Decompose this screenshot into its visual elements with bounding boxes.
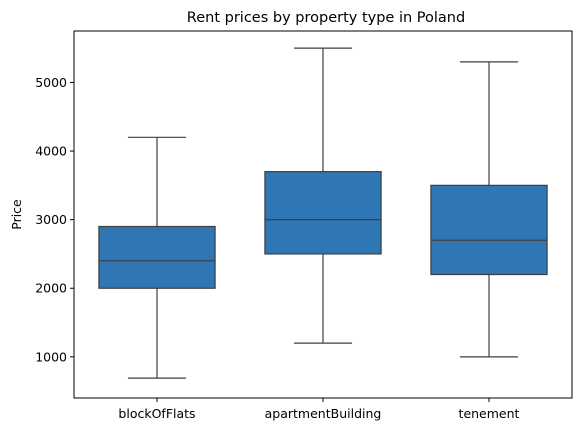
x-tick-label: blockOfFlats <box>118 406 195 421</box>
y-tick-label: 5000 <box>35 75 67 90</box>
y-axis: 1000 2000 3000 4000 5000 <box>35 75 74 364</box>
y-axis-label: Price <box>9 199 24 230</box>
iqr-box <box>264 171 382 255</box>
boxes-group <box>98 47 548 379</box>
iqr-box <box>430 184 548 276</box>
y-tick-label: 2000 <box>35 281 67 296</box>
y-tick-label: 1000 <box>35 349 67 364</box>
box-blockOfFlats <box>98 136 216 379</box>
y-tick-label: 4000 <box>35 144 67 159</box>
x-tick-label: apartmentBuilding <box>265 406 382 421</box>
iqr-box <box>98 225 216 289</box>
box-tenement <box>430 61 548 358</box>
box-apartmentBuilding <box>264 47 382 344</box>
plot-frame <box>73 30 573 399</box>
x-tick-label: tenement <box>459 406 520 421</box>
y-tick-label: 3000 <box>35 212 67 227</box>
chart-title: Rent prices by property type in Poland <box>187 10 465 26</box>
x-axis: blockOfFlats apartmentBuilding tenement <box>118 398 520 421</box>
